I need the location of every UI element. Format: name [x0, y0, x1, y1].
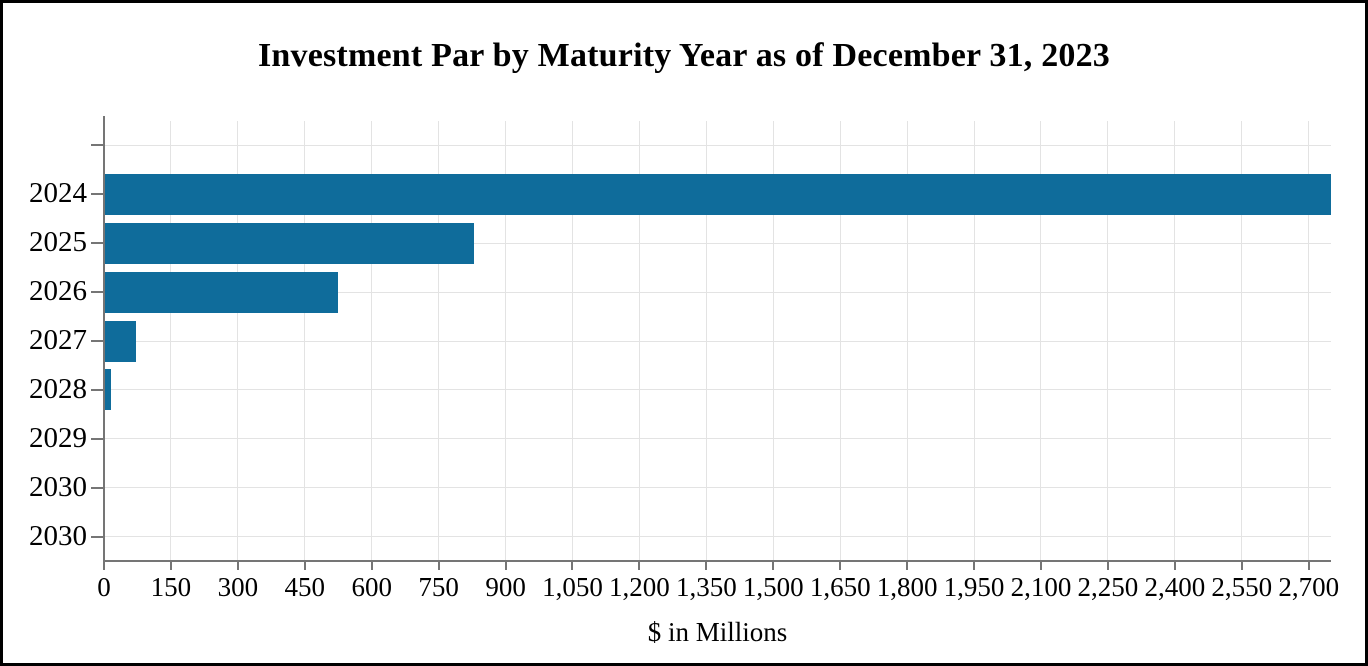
horizontal-gridline	[104, 389, 1331, 391]
y-axis-tick	[91, 486, 104, 489]
x-axis-tick	[772, 561, 775, 570]
horizontal-gridline	[104, 536, 1331, 538]
x-axis-tick	[571, 561, 574, 570]
y-axis-tick	[91, 340, 104, 342]
y-axis-category-label: 2028	[29, 372, 87, 405]
x-axis-tick	[303, 561, 306, 570]
chart-title: Investment Par by Maturity Year as of De…	[257, 37, 1111, 74]
x-axis-tick-label: 150	[150, 572, 192, 602]
y-axis-tick	[91, 193, 104, 196]
y-axis-line	[103, 116, 105, 561]
x-axis-tick-label: 2,100	[1010, 572, 1072, 602]
x-axis-tick	[1039, 561, 1042, 570]
x-axis-title: $ in Millions	[647, 617, 788, 647]
y-axis-category-label: 2025	[29, 226, 87, 259]
bar	[105, 369, 112, 411]
horizontal-gridline	[104, 340, 1331, 342]
x-axis-tick	[370, 561, 373, 570]
x-axis-tick	[103, 561, 105, 570]
bar	[105, 173, 1331, 215]
x-axis-tick-label: 0	[97, 572, 111, 602]
x-axis-tick-label: 1,200	[609, 572, 670, 602]
x-axis-tick	[236, 561, 239, 570]
x-axis-tick-label: 1,500	[742, 572, 804, 602]
y-axis-tick	[91, 388, 104, 391]
x-axis-tick-label: 600	[351, 572, 392, 602]
x-axis-tick	[1173, 561, 1176, 570]
y-axis-tick	[91, 242, 104, 245]
x-axis-tick-label: 300	[217, 572, 259, 602]
x-axis-tick	[705, 561, 708, 570]
x-axis-tick-label: 2,550	[1211, 572, 1273, 602]
x-axis-tick-label: 1,950	[943, 572, 1005, 602]
y-axis-tick	[91, 144, 104, 147]
x-axis-tick	[839, 561, 842, 570]
x-axis-tick-label: 1,350	[675, 572, 737, 602]
y-axis-tick	[91, 437, 104, 440]
x-axis-tick-label: 2,400	[1144, 572, 1206, 602]
x-axis-tick	[638, 561, 641, 570]
y-axis-category-label: 2024	[29, 177, 87, 210]
horizontal-gridline	[104, 144, 1331, 146]
y-axis-category-label: 2026	[29, 275, 87, 308]
y-axis-category-label: 2030	[29, 519, 87, 552]
y-axis-category-label: 2030	[29, 470, 87, 503]
x-axis-tick-label: 1,650	[809, 572, 871, 602]
y-axis-category-label: 2027	[29, 324, 87, 356]
bar	[105, 222, 475, 264]
x-axis-tick	[906, 561, 909, 570]
x-axis-tick-label: 750	[418, 572, 459, 602]
y-axis-tick	[91, 535, 104, 538]
x-axis-tick-label: 2,250	[1077, 572, 1139, 602]
x-axis-line	[103, 560, 1331, 562]
x-axis-tick-label: 2,700	[1278, 572, 1340, 602]
bar	[105, 271, 339, 313]
x-axis-tick	[1240, 561, 1243, 570]
x-axis-tick	[437, 561, 440, 570]
x-axis-tick	[973, 561, 976, 570]
x-axis-tick	[169, 561, 172, 570]
horizontal-gridline	[104, 487, 1331, 489]
horizontal-gridline	[104, 291, 1331, 293]
x-axis-tick-label: 900	[485, 572, 526, 602]
horizontal-gridline	[104, 242, 1331, 244]
x-axis-tick	[1307, 561, 1310, 570]
x-axis-tick-label: 450	[284, 572, 326, 602]
y-axis-tick	[91, 291, 104, 294]
x-axis-tick-label: 1,800	[876, 572, 938, 602]
y-axis-category-label: 2029	[29, 421, 87, 454]
horizontal-gridline	[104, 438, 1331, 440]
x-axis-tick	[504, 561, 507, 570]
x-axis-tick	[1106, 561, 1109, 570]
bar	[105, 320, 137, 362]
x-axis-tick-label: 1,050	[542, 572, 603, 602]
